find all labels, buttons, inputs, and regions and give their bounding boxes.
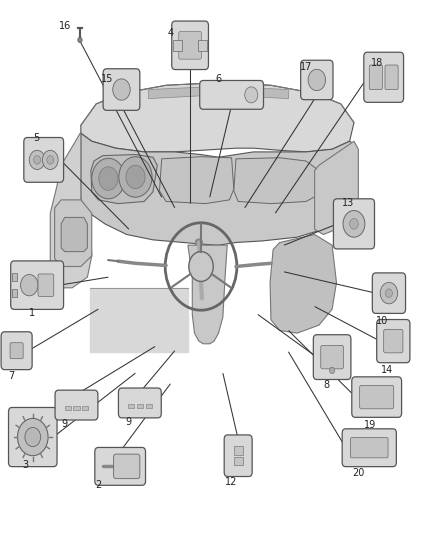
FancyBboxPatch shape bbox=[12, 289, 17, 297]
FancyBboxPatch shape bbox=[103, 69, 140, 110]
FancyBboxPatch shape bbox=[24, 138, 64, 182]
Text: 4: 4 bbox=[167, 28, 173, 38]
Text: 3: 3 bbox=[22, 460, 28, 470]
Text: 6: 6 bbox=[215, 74, 222, 84]
FancyBboxPatch shape bbox=[384, 329, 403, 353]
FancyBboxPatch shape bbox=[364, 52, 404, 102]
FancyBboxPatch shape bbox=[172, 21, 208, 69]
Polygon shape bbox=[315, 141, 358, 235]
FancyBboxPatch shape bbox=[385, 65, 398, 90]
Circle shape bbox=[92, 158, 125, 199]
FancyBboxPatch shape bbox=[369, 65, 382, 90]
FancyBboxPatch shape bbox=[313, 335, 351, 379]
FancyBboxPatch shape bbox=[179, 31, 201, 59]
Circle shape bbox=[29, 150, 45, 169]
FancyBboxPatch shape bbox=[224, 435, 252, 477]
Circle shape bbox=[380, 282, 398, 304]
FancyBboxPatch shape bbox=[342, 429, 396, 467]
Circle shape bbox=[78, 37, 82, 43]
Circle shape bbox=[21, 274, 38, 296]
FancyBboxPatch shape bbox=[377, 319, 410, 362]
FancyBboxPatch shape bbox=[11, 261, 64, 309]
FancyBboxPatch shape bbox=[118, 388, 161, 418]
FancyBboxPatch shape bbox=[55, 390, 98, 420]
Circle shape bbox=[189, 252, 213, 281]
Text: 9: 9 bbox=[62, 419, 68, 429]
Circle shape bbox=[350, 219, 358, 229]
FancyBboxPatch shape bbox=[146, 404, 152, 408]
FancyBboxPatch shape bbox=[1, 332, 32, 370]
FancyBboxPatch shape bbox=[137, 404, 143, 408]
Circle shape bbox=[42, 150, 58, 169]
Text: 10: 10 bbox=[376, 316, 388, 326]
FancyBboxPatch shape bbox=[352, 377, 402, 417]
Circle shape bbox=[343, 211, 365, 237]
Polygon shape bbox=[50, 132, 92, 288]
Polygon shape bbox=[270, 235, 336, 333]
Polygon shape bbox=[91, 155, 157, 204]
Polygon shape bbox=[81, 133, 354, 245]
Circle shape bbox=[126, 165, 145, 189]
Text: 16: 16 bbox=[59, 21, 71, 30]
Text: 15: 15 bbox=[101, 74, 113, 84]
Text: 1: 1 bbox=[29, 309, 35, 318]
Text: 19: 19 bbox=[364, 421, 377, 430]
Text: 8: 8 bbox=[324, 380, 330, 390]
Polygon shape bbox=[188, 245, 227, 344]
Circle shape bbox=[113, 79, 130, 100]
Text: 12: 12 bbox=[225, 478, 238, 487]
Polygon shape bbox=[234, 158, 319, 204]
FancyBboxPatch shape bbox=[372, 273, 406, 313]
Circle shape bbox=[245, 87, 258, 103]
FancyBboxPatch shape bbox=[200, 80, 264, 109]
Circle shape bbox=[17, 418, 48, 456]
Polygon shape bbox=[61, 217, 87, 252]
FancyBboxPatch shape bbox=[12, 273, 17, 281]
Circle shape bbox=[99, 167, 118, 190]
FancyBboxPatch shape bbox=[173, 40, 182, 51]
Circle shape bbox=[119, 157, 152, 197]
Circle shape bbox=[34, 156, 41, 164]
FancyBboxPatch shape bbox=[65, 406, 71, 410]
Polygon shape bbox=[149, 86, 288, 99]
FancyBboxPatch shape bbox=[114, 454, 140, 479]
Text: 13: 13 bbox=[342, 198, 354, 207]
FancyBboxPatch shape bbox=[234, 446, 243, 455]
FancyBboxPatch shape bbox=[333, 199, 375, 249]
Text: 9: 9 bbox=[125, 417, 131, 427]
Text: 2: 2 bbox=[95, 480, 101, 490]
Text: 5: 5 bbox=[33, 133, 39, 142]
Circle shape bbox=[308, 69, 326, 91]
Polygon shape bbox=[55, 200, 92, 266]
FancyBboxPatch shape bbox=[38, 274, 54, 296]
FancyBboxPatch shape bbox=[95, 448, 146, 485]
FancyBboxPatch shape bbox=[73, 406, 80, 410]
FancyBboxPatch shape bbox=[128, 404, 134, 408]
Text: 20: 20 bbox=[352, 469, 364, 478]
FancyBboxPatch shape bbox=[82, 406, 88, 410]
FancyBboxPatch shape bbox=[234, 457, 243, 465]
Polygon shape bbox=[160, 157, 234, 204]
FancyBboxPatch shape bbox=[360, 385, 394, 409]
Circle shape bbox=[385, 289, 392, 297]
FancyBboxPatch shape bbox=[10, 343, 23, 359]
FancyBboxPatch shape bbox=[198, 40, 207, 51]
Text: 7: 7 bbox=[8, 371, 14, 381]
FancyBboxPatch shape bbox=[321, 345, 343, 369]
Text: 18: 18 bbox=[371, 58, 383, 68]
Circle shape bbox=[25, 427, 41, 447]
FancyBboxPatch shape bbox=[8, 407, 57, 467]
FancyBboxPatch shape bbox=[301, 60, 333, 100]
Circle shape bbox=[47, 156, 54, 164]
Text: 14: 14 bbox=[381, 366, 393, 375]
Polygon shape bbox=[81, 83, 354, 152]
Circle shape bbox=[329, 367, 335, 374]
FancyBboxPatch shape bbox=[350, 438, 388, 458]
Text: 17: 17 bbox=[300, 62, 312, 72]
